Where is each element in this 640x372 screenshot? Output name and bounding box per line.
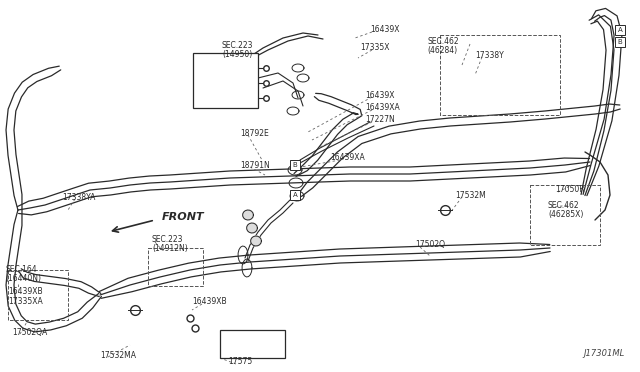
Text: 17227N: 17227N xyxy=(365,115,395,125)
Text: FRONT: FRONT xyxy=(162,212,205,222)
Polygon shape xyxy=(243,210,253,220)
Text: A: A xyxy=(618,27,622,33)
Bar xyxy=(290,160,300,170)
Text: SEC.223: SEC.223 xyxy=(222,41,253,49)
Text: 16439X: 16439X xyxy=(365,90,394,99)
Text: 17502Q: 17502Q xyxy=(415,241,445,250)
Text: 17532MA: 17532MA xyxy=(100,350,136,359)
Text: J17301ML: J17301ML xyxy=(584,349,625,358)
Text: 18791N: 18791N xyxy=(240,160,269,170)
Text: 18792E: 18792E xyxy=(240,128,269,138)
Text: 17335X: 17335X xyxy=(360,44,390,52)
Text: B: B xyxy=(292,162,298,168)
Bar xyxy=(615,37,625,47)
Text: 17532M: 17532M xyxy=(455,190,486,199)
Text: 16439XA: 16439XA xyxy=(330,154,365,163)
Text: SEC.164: SEC.164 xyxy=(5,266,36,275)
Bar xyxy=(8,270,68,320)
Text: 17335XA: 17335XA xyxy=(8,296,43,305)
Bar xyxy=(530,185,600,245)
Text: (46285X): (46285X) xyxy=(548,209,584,218)
Text: SEC.462: SEC.462 xyxy=(548,201,580,209)
Text: B: B xyxy=(618,39,622,45)
Text: SEC.462: SEC.462 xyxy=(427,38,459,46)
Text: 16439XA: 16439XA xyxy=(365,103,400,112)
Text: 16439XB: 16439XB xyxy=(8,288,43,296)
Text: (16440N): (16440N) xyxy=(5,275,41,283)
Bar xyxy=(148,248,203,286)
Text: 17338YA: 17338YA xyxy=(62,192,95,202)
Bar xyxy=(440,35,560,115)
Bar xyxy=(615,25,625,35)
Text: SEC.223: SEC.223 xyxy=(152,235,184,244)
Text: 16439XB: 16439XB xyxy=(192,298,227,307)
Bar xyxy=(193,53,258,108)
Bar xyxy=(220,330,285,358)
Text: 17575: 17575 xyxy=(228,357,252,366)
Text: 16439X: 16439X xyxy=(370,26,399,35)
Text: A: A xyxy=(292,192,298,198)
Text: (14950): (14950) xyxy=(222,49,252,58)
Polygon shape xyxy=(251,236,261,246)
Polygon shape xyxy=(246,223,257,233)
Text: 17502QA: 17502QA xyxy=(12,327,47,337)
Text: 17338Y: 17338Y xyxy=(475,51,504,60)
Bar xyxy=(290,190,300,200)
Text: (14912N): (14912N) xyxy=(152,244,188,253)
Text: 17050R: 17050R xyxy=(555,186,584,195)
Text: (46284): (46284) xyxy=(427,46,457,55)
